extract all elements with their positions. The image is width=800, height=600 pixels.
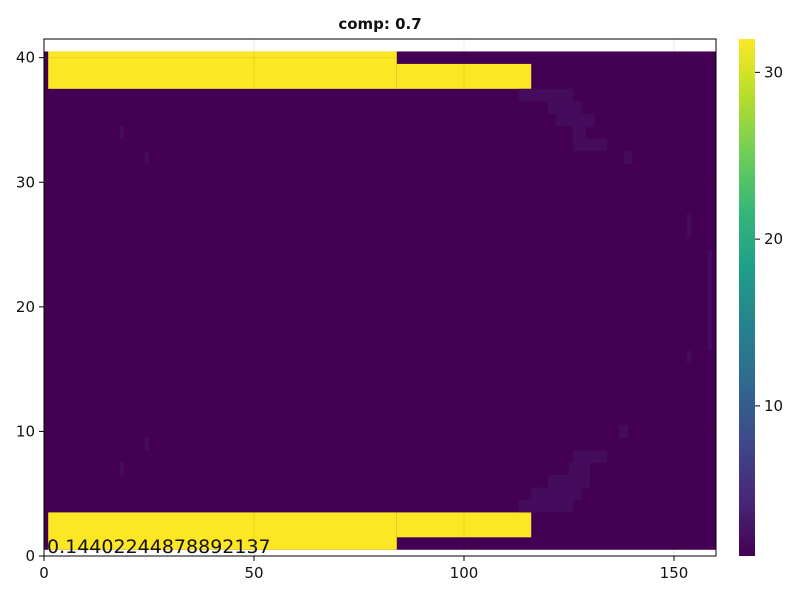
x-tick-label: 100 <box>450 564 479 582</box>
x-axis: 0 50 100 150 <box>39 556 688 582</box>
colorbar-tick-label: 20 <box>764 230 783 248</box>
heatmap-region-12 <box>548 475 590 488</box>
y-axis: 0 10 20 30 40 <box>16 49 44 565</box>
heatmap-region-0 <box>44 51 716 550</box>
heatmap-region-6 <box>548 101 582 114</box>
heatmap-region-3 <box>48 512 397 550</box>
heatmap-region-23 <box>707 250 712 351</box>
heatmap-region-13 <box>569 462 590 476</box>
heatmap-region-15 <box>619 425 628 438</box>
heatmap-region-2 <box>396 63 532 89</box>
x-tick-label: 0 <box>39 564 49 582</box>
y-tick-label: 0 <box>25 547 35 565</box>
heatmap-region-5 <box>518 88 574 102</box>
heatmap-region-18 <box>144 151 149 164</box>
colorbar-axis: 10 20 30 <box>755 63 783 415</box>
x-tick-label: 50 <box>244 564 263 582</box>
heatmap-region-11 <box>531 487 582 500</box>
value-annotation: 0.14402244878892137 <box>47 536 271 558</box>
heatmap-region-16 <box>623 151 632 164</box>
colorbar <box>739 39 755 556</box>
heatmap-region-4 <box>396 512 532 538</box>
heatmap-region-22 <box>686 350 691 363</box>
chart-title: comp: 0.7 <box>338 15 421 33</box>
heatmap-region-21 <box>686 213 691 239</box>
heatmap-region-17 <box>119 126 124 139</box>
heatmap-region-9 <box>573 138 607 152</box>
heatmap-region-20 <box>119 462 124 476</box>
x-tick-label: 150 <box>660 564 689 582</box>
heatmap-region-19 <box>144 437 149 451</box>
heatmap-region-1 <box>48 51 397 89</box>
heatmap-region-14 <box>573 450 607 463</box>
y-tick-label: 20 <box>16 298 35 316</box>
heatmap-cells <box>44 51 716 550</box>
heatmap-region-7 <box>556 113 595 127</box>
y-tick-label: 40 <box>16 49 35 67</box>
heatmap-region-10 <box>518 499 574 513</box>
plot-frame <box>43 38 717 557</box>
colorbar-tick-label: 30 <box>764 63 783 81</box>
y-tick-label: 10 <box>16 422 35 440</box>
y-tick-label: 30 <box>16 173 35 191</box>
heatmap-region-8 <box>573 126 586 139</box>
colorbar-tick-label: 10 <box>764 397 783 415</box>
